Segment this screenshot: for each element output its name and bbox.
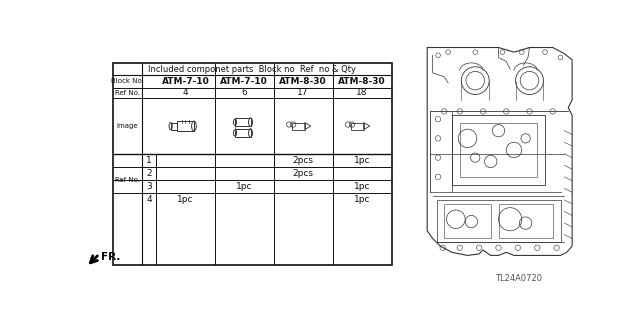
Text: TL24A0720: TL24A0720 [495,274,541,283]
Text: 1pc: 1pc [236,182,253,191]
Text: ATM-8-30: ATM-8-30 [339,77,386,86]
Bar [235,129,250,137]
Bar [351,122,364,130]
Text: Block No.: Block No. [111,78,144,85]
Text: 2pcs: 2pcs [292,169,314,178]
Text: 17: 17 [298,88,309,97]
Text: ATM-8-30: ATM-8-30 [280,77,327,86]
Bar [499,204,553,239]
Bar [436,200,561,242]
Bar [177,121,194,131]
Text: 4: 4 [182,88,188,97]
Text: 1pc: 1pc [354,195,371,204]
Bar [452,115,545,185]
Text: 18: 18 [356,88,368,97]
Bar [460,123,537,177]
Text: 1pc: 1pc [354,182,371,191]
Text: 2: 2 [146,169,152,178]
Text: 1pc: 1pc [177,195,194,204]
Text: Ref No.: Ref No. [115,90,140,96]
Text: 4: 4 [146,195,152,204]
Text: Included componet parts  Block no  Ref  no & Qty: Included componet parts Block no Ref no … [148,64,356,74]
Bar [113,63,392,265]
Text: Ref No.: Ref No. [115,177,140,183]
Text: ATM-7-10: ATM-7-10 [220,77,268,86]
Text: ATM-7-10: ATM-7-10 [161,77,209,86]
Text: 1: 1 [146,156,152,165]
Bar [292,122,305,130]
Bar [171,122,177,130]
Bar [235,118,250,126]
Text: FR.: FR. [101,252,120,262]
Bar [444,204,491,239]
Text: Image: Image [116,123,138,129]
Text: 2pcs: 2pcs [292,156,314,165]
Text: 6: 6 [241,88,247,97]
Text: 1pc: 1pc [354,156,371,165]
Text: 3: 3 [146,182,152,191]
